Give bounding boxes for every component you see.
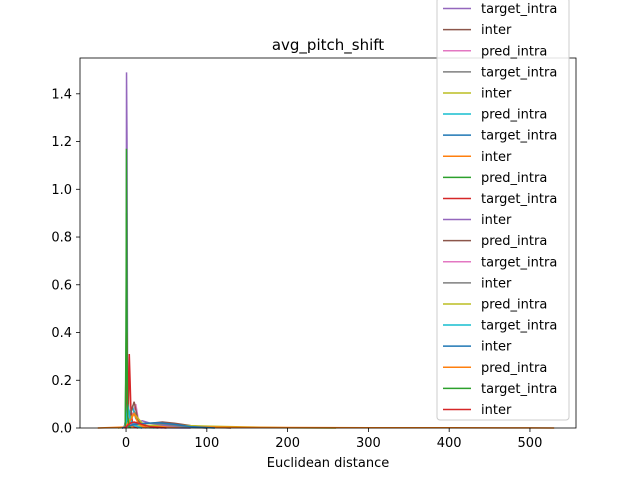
legend-label-12: target_intra — [481, 255, 557, 270]
series-line-0 — [123, 72, 191, 429]
x-tick-label: 0 — [122, 436, 130, 451]
legend-label-14: pred_intra — [481, 297, 547, 312]
legend-label-19: inter — [481, 403, 512, 418]
legend-label-11: pred_intra — [481, 234, 547, 249]
x-axis: 0 100 200 300 400 500 — [122, 428, 542, 451]
legend-label-3: target_intra — [481, 65, 557, 80]
x-tick-label: 500 — [518, 436, 543, 451]
y-axis: 0.0 0.2 0.4 0.6 0.8 1.0 1.2 1.4 — [51, 87, 80, 437]
legend-label-10: inter — [481, 213, 512, 228]
legend-label-8: pred_intra — [481, 171, 547, 186]
legend-label-15: target_intra — [481, 319, 557, 334]
legend-label-9: target_intra — [481, 192, 557, 207]
legend-label-6: target_intra — [481, 129, 557, 144]
legend-label-2: pred_intra — [481, 44, 547, 59]
series-layer — [97, 72, 555, 429]
legend-label-18: target_intra — [481, 382, 557, 397]
y-tick-label: 1.0 — [51, 183, 72, 198]
legend-label-7: inter — [481, 150, 512, 165]
x-tick-label: 400 — [437, 436, 462, 451]
legend: target_intrainterpred_intratarget_intrai… — [436, 0, 570, 421]
y-tick-label: 0.0 — [51, 422, 72, 437]
legend-label-1: inter — [481, 23, 512, 38]
legend-label-16: inter — [481, 340, 512, 355]
y-tick-label: 0.2 — [51, 374, 72, 389]
x-tick-label: 300 — [356, 436, 381, 451]
legend-label-5: pred_intra — [481, 108, 547, 123]
x-axis-label: Euclidean distance — [267, 456, 390, 471]
y-tick-label: 1.2 — [51, 135, 72, 150]
legend-label-0: target_intra — [481, 2, 557, 17]
y-tick-label: 0.4 — [51, 326, 72, 341]
legend-label-17: pred_intra — [481, 361, 547, 376]
y-tick-label: 1.4 — [51, 87, 72, 102]
y-tick-label: 0.6 — [51, 278, 72, 293]
series-line-19 — [123, 421, 167, 429]
chart-title: avg_pitch_shift — [272, 36, 384, 55]
x-tick-label: 200 — [275, 436, 300, 451]
y-tick-label: 0.8 — [51, 231, 72, 246]
legend-label-4: inter — [481, 86, 512, 101]
x-tick-label: 100 — [194, 436, 219, 451]
legend-box — [436, 0, 570, 421]
series-line-18 — [124, 213, 131, 429]
legend-label-13: inter — [481, 276, 512, 291]
plot-frame — [79, 57, 577, 429]
